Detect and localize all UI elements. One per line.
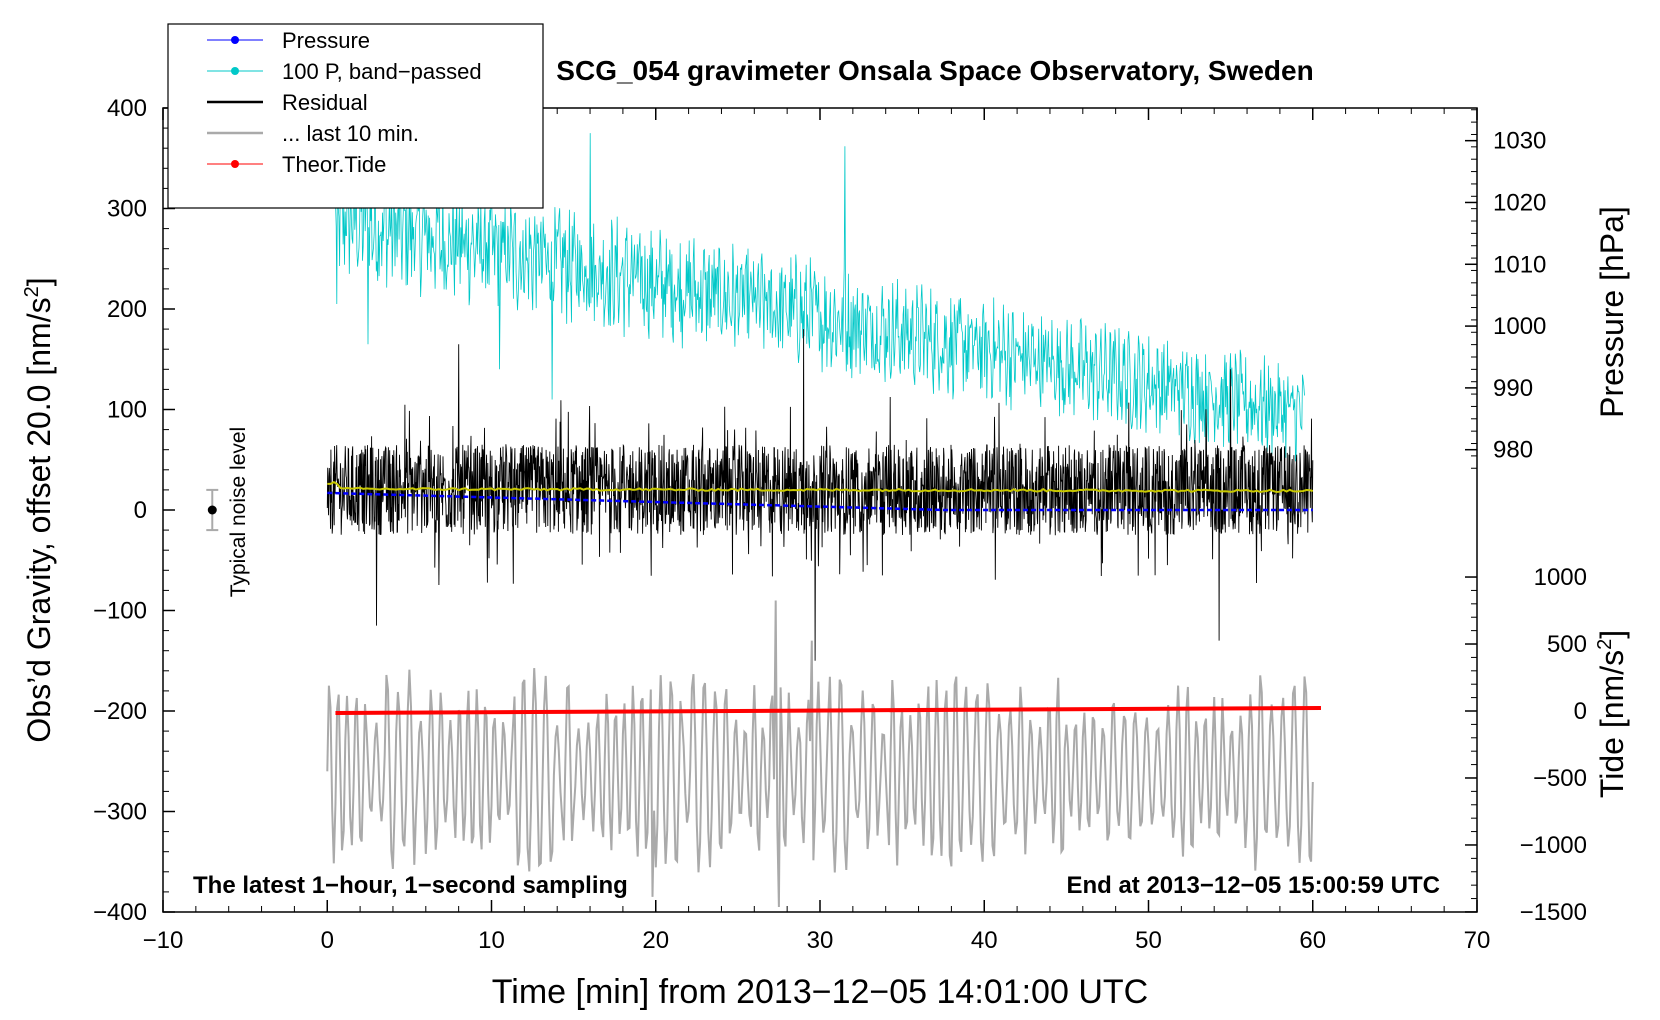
pressure-tick-label: 980	[1493, 437, 1533, 464]
legend: Pressure 100 P, band−passed Residual ... la…	[167, 23, 544, 209]
tide-tick-label: 1000	[1534, 564, 1587, 591]
y-tick-label: −300	[93, 799, 147, 826]
legend-entry: Residual	[207, 90, 368, 115]
y-axis-label-prefix: Obs’d Gravity, offset 20.0 [nm/s	[21, 297, 57, 742]
pressure-tick-label: 1000	[1493, 313, 1546, 340]
tide-axis-label-prefix: Tide [nm/s	[1594, 650, 1630, 798]
y-tick-label: −400	[93, 899, 147, 926]
pressure-tick-label: 990	[1493, 375, 1533, 402]
tide-tick-label: 500	[1547, 631, 1587, 658]
tide-tick-label: 0	[1574, 698, 1587, 725]
pressure-tick-label: 1010	[1493, 251, 1546, 278]
y-tick-label: −100	[93, 598, 147, 625]
chart-title: SCG_054 gravimeter Onsala Space Observat…	[556, 55, 1313, 86]
x-axis-ticks: −10 0 10 20 30 40 50 60 70	[143, 108, 1491, 954]
y-tick-label: 400	[107, 95, 147, 122]
pressure-axis-label: Pressure [hPa]	[1594, 206, 1630, 418]
x-tick-label: 10	[478, 927, 505, 954]
x-tick-label: 70	[1464, 927, 1491, 954]
x-tick-label: 60	[1299, 927, 1326, 954]
x-tick-label: 30	[807, 927, 834, 954]
y-tick-label: 0	[134, 497, 147, 524]
pressure-tick-label: 1030	[1493, 128, 1546, 155]
legend-label: Residual	[282, 90, 368, 115]
series-residual	[326, 329, 1314, 661]
tide-tick-label: −500	[1533, 765, 1587, 792]
legend-marker	[231, 36, 239, 44]
legend-entry: ... last 10 min.	[207, 121, 419, 146]
y-axis-label-sup: 2	[21, 286, 43, 297]
series-pressure	[327, 491, 1313, 512]
legend-entries: Pressure 100 P, band−passed Residual ... la…	[207, 28, 482, 177]
y-tick-label: 300	[107, 196, 147, 223]
legend-label: 100 P, band−passed	[282, 59, 482, 84]
legend-marker	[231, 160, 239, 168]
x-tick-label: −10	[143, 927, 184, 954]
x-tick-label: 0	[321, 927, 334, 954]
y-tick-label: 200	[107, 296, 147, 323]
x-tick-label: 20	[642, 927, 669, 954]
legend-label: Pressure	[282, 28, 370, 53]
series-bandpassed-pressure	[335, 133, 1305, 462]
bottom-left-annotation: The latest 1−hour, 1−second sampling	[193, 872, 628, 899]
pressure-axis-ticks: 980 990 1000 1010 1020 1030	[1465, 109, 1546, 469]
noise-level-marker	[206, 488, 219, 532]
tide-axis-label: Tide [nm/s2]	[1594, 630, 1630, 798]
legend-box	[167, 23, 544, 209]
bottom-right-annotation: End at 2013−12−05 15:00:59 UTC	[1066, 872, 1440, 899]
y-axis-ticks: −400 −300 −200 −100 0 100 200 300 400	[93, 95, 175, 926]
y-tick-label: −200	[93, 698, 147, 725]
series-smoothed-residual	[327, 480, 1314, 494]
y-axis-label: Obs’d Gravity, offset 20.0 [nm/s2]	[21, 277, 57, 742]
x-tick-label: 40	[971, 927, 998, 954]
tide-axis-label-suffix: ]	[1594, 630, 1630, 639]
legend-label: Theor.Tide	[282, 152, 386, 177]
legend-entry: Pressure	[207, 28, 370, 53]
series-last-10-min	[326, 600, 1314, 908]
legend-entry: Theor.Tide	[207, 152, 386, 177]
tide-tick-label: −1000	[1520, 832, 1587, 859]
tide-tick-label: −1500	[1520, 899, 1587, 926]
series-layer	[326, 133, 1321, 908]
legend-entry: 100 P, band−passed	[207, 59, 482, 84]
noise-center-dot	[207, 505, 217, 515]
y-axis-label-suffix: ]	[21, 277, 57, 286]
pressure-tick-label: 1020	[1493, 189, 1546, 216]
series-theoretical-tide	[335, 705, 1321, 716]
y-tick-label: 100	[107, 397, 147, 424]
x-axis-label: Time [min] from 2013−12−05 14:01:00 UTC	[492, 973, 1148, 1011]
legend-label: ... last 10 min.	[282, 121, 419, 146]
x-tick-label: 50	[1135, 927, 1162, 954]
tide-axis-ticks: −1500 −1000 −500 0 500 1000	[1465, 564, 1587, 926]
legend-marker	[231, 67, 239, 75]
tide-axis-label-sup: 2	[1594, 639, 1616, 650]
noise-level-label: Typical noise level	[227, 427, 250, 597]
